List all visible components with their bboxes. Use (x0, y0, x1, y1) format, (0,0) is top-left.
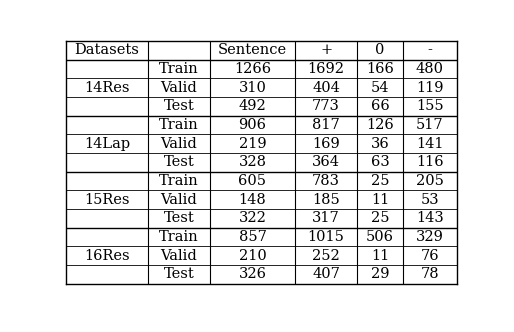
Text: 148: 148 (238, 193, 266, 207)
Text: 492: 492 (238, 100, 266, 114)
Text: 66: 66 (371, 100, 389, 114)
Text: 76: 76 (420, 249, 439, 263)
Text: -: - (427, 43, 432, 57)
Text: 119: 119 (416, 81, 444, 95)
Text: 506: 506 (366, 230, 394, 244)
Text: 16Res: 16Res (84, 249, 130, 263)
Text: 906: 906 (238, 118, 266, 132)
Text: 78: 78 (420, 267, 439, 282)
Text: 817: 817 (313, 118, 340, 132)
Text: 205: 205 (416, 174, 444, 188)
Text: 14Lap: 14Lap (84, 137, 130, 151)
Text: 783: 783 (312, 174, 340, 188)
Text: 517: 517 (416, 118, 444, 132)
Text: 480: 480 (416, 62, 444, 76)
Text: Test: Test (163, 211, 194, 225)
Text: 166: 166 (366, 62, 394, 76)
Text: Datasets: Datasets (75, 43, 139, 57)
Text: 126: 126 (366, 118, 394, 132)
Text: 310: 310 (238, 81, 266, 95)
Text: Valid: Valid (160, 193, 197, 207)
Text: 404: 404 (312, 81, 340, 95)
Text: 1015: 1015 (308, 230, 344, 244)
Text: 53: 53 (420, 193, 439, 207)
Text: 605: 605 (238, 174, 266, 188)
Text: 143: 143 (416, 211, 444, 225)
Text: 29: 29 (371, 267, 389, 282)
Text: 407: 407 (312, 267, 340, 282)
Text: +: + (320, 43, 332, 57)
Text: 14Res: 14Res (84, 81, 130, 95)
Text: 219: 219 (238, 137, 266, 151)
Text: 1692: 1692 (308, 62, 345, 76)
Text: Valid: Valid (160, 249, 197, 263)
Text: 63: 63 (371, 155, 389, 169)
Text: Train: Train (159, 174, 198, 188)
Text: 54: 54 (371, 81, 389, 95)
Text: 328: 328 (238, 155, 266, 169)
Text: 141: 141 (416, 137, 444, 151)
Text: Test: Test (163, 155, 194, 169)
Text: Train: Train (159, 230, 198, 244)
Text: 155: 155 (416, 100, 444, 114)
Text: 252: 252 (313, 249, 340, 263)
Text: 1266: 1266 (234, 62, 271, 76)
Text: 857: 857 (238, 230, 266, 244)
Text: 11: 11 (371, 193, 389, 207)
Text: Valid: Valid (160, 137, 197, 151)
Text: 25: 25 (371, 174, 389, 188)
Text: 317: 317 (313, 211, 340, 225)
Text: Test: Test (163, 100, 194, 114)
Text: 364: 364 (312, 155, 340, 169)
Text: 36: 36 (371, 137, 389, 151)
Text: 116: 116 (416, 155, 444, 169)
Text: 15Res: 15Res (84, 193, 130, 207)
Text: 773: 773 (312, 100, 340, 114)
Text: 169: 169 (313, 137, 340, 151)
Text: 0: 0 (375, 43, 384, 57)
Text: Test: Test (163, 267, 194, 282)
Text: 322: 322 (238, 211, 266, 225)
Text: Sentence: Sentence (218, 43, 287, 57)
Text: Train: Train (159, 118, 198, 132)
Text: 11: 11 (371, 249, 389, 263)
Text: Valid: Valid (160, 81, 197, 95)
Text: 185: 185 (313, 193, 340, 207)
Text: 329: 329 (416, 230, 444, 244)
Text: 210: 210 (238, 249, 266, 263)
Text: Train: Train (159, 62, 198, 76)
Text: 326: 326 (238, 267, 266, 282)
Text: 25: 25 (371, 211, 389, 225)
